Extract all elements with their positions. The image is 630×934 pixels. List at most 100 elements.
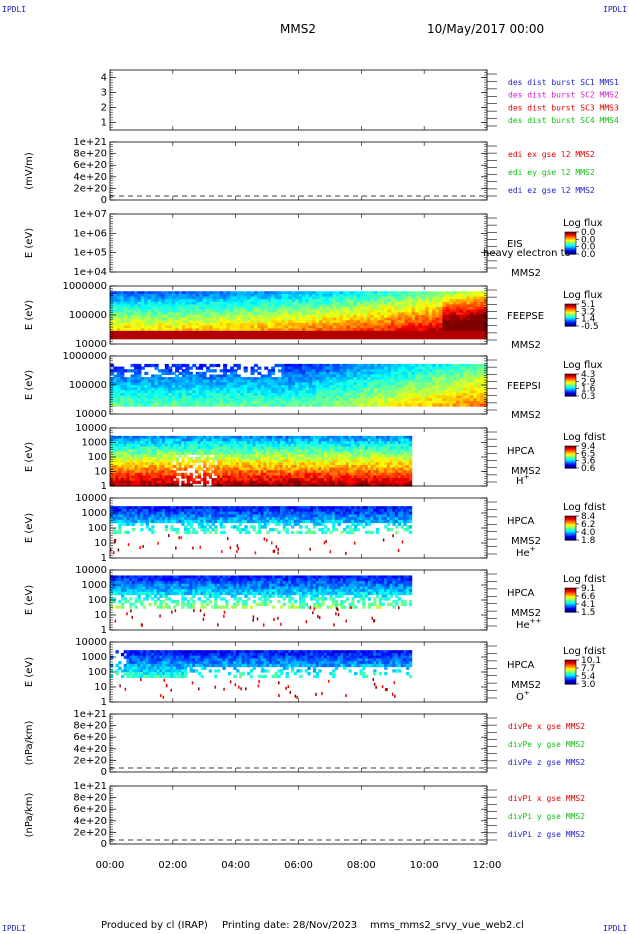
spectrogram-cell: [339, 382, 344, 386]
spectrogram-cell: [161, 382, 166, 386]
spectrogram-cell: [411, 322, 416, 327]
spectrogram-cell: [315, 387, 320, 391]
spectrogram-cell: [131, 470, 136, 474]
spectrogram-cell: [298, 403, 303, 407]
y-tick-label: 1e+05: [73, 248, 107, 259]
colorbar-segment: [565, 393, 576, 396]
spectrogram-cell: [476, 307, 481, 311]
spectrogram-cell: [452, 315, 457, 319]
spectrogram-cell: [469, 400, 474, 405]
spectrogram-cell: [308, 390, 313, 394]
spectrogram-cell: [480, 377, 485, 381]
spectrogram-cell: [281, 379, 286, 383]
spectrogram-cell: [456, 369, 461, 373]
spectrogram-cell: [476, 325, 481, 329]
spectrogram-cell: [175, 291, 180, 295]
spectrogram-cell: [113, 369, 118, 373]
spectrogram-cell: [118, 454, 122, 458]
spectrogram-cell: [153, 446, 158, 450]
spectrogram-cell: [291, 366, 296, 370]
spectrogram-cell: [216, 395, 221, 399]
spectrogram-cell: [463, 390, 468, 394]
spectrogram-cell: [288, 309, 293, 313]
spectrogram-cell: [298, 325, 303, 329]
spectrogram-cell: [233, 336, 238, 340]
spectrogram-cell: [411, 325, 416, 329]
spectrogram-cell: [205, 309, 210, 313]
spectrogram-cell: [203, 449, 207, 453]
spectrogram-cell: [162, 438, 166, 442]
spectrogram-cell: [463, 330, 468, 335]
spectrogram-cell: [411, 385, 416, 389]
spectrogram-cell: [418, 382, 423, 386]
corner-label-bottom-right: IPDLI: [603, 924, 628, 933]
spectrogram-cell: [363, 374, 368, 378]
spectrogram-cell: [387, 363, 392, 368]
spectrogram-cell: [370, 328, 375, 332]
spectrogram-cell: [363, 371, 368, 376]
spectrogram-cell: [133, 369, 139, 373]
spectrogram-cell: [442, 317, 447, 321]
spectrogram-cell: [227, 459, 232, 463]
spectrogram-cell: [428, 296, 433, 300]
spectrogram-cell: [129, 451, 133, 455]
spectrogram-cell: [144, 304, 149, 308]
spectrogram-cell: [415, 320, 420, 324]
spectrogram-cell: [391, 390, 396, 394]
spectrogram-cell: [195, 315, 200, 319]
spectrogram-cell: [167, 470, 171, 474]
spectrogram-cell: [480, 398, 485, 402]
spectrogram-cell: [391, 293, 396, 298]
spectrogram-cell: [284, 387, 289, 391]
spectrogram-cell: [439, 385, 444, 389]
spectrogram-cell: [154, 315, 159, 319]
spectrogram-cell: [233, 320, 238, 324]
spectrogram-cell: [168, 330, 173, 335]
spectrogram-cell: [175, 307, 180, 311]
spectrogram-cell: [291, 315, 296, 319]
spectrogram-cell: [281, 336, 286, 340]
spectrogram-cell: [295, 374, 300, 378]
spectrogram-cell: [449, 392, 454, 397]
spectrogram-cell: [271, 325, 276, 329]
spectrogram-cell: [120, 325, 125, 329]
spectrogram-cell: [120, 299, 125, 303]
spectrogram-cell: [130, 387, 135, 391]
spectrogram-cell: [288, 366, 293, 370]
spectrogram-cell: [456, 377, 461, 381]
spectrogram-cell: [332, 320, 337, 324]
spectrogram-cell: [456, 336, 461, 340]
spectrogram-cell: [127, 336, 132, 340]
spectrogram-cell: [435, 382, 440, 386]
spectrogram-cell: [219, 333, 224, 337]
spectrogram-cell: [133, 385, 139, 389]
spectrogram-cell: [319, 385, 324, 389]
spectrogram-cell: [428, 301, 433, 306]
spectrogram-cell: [123, 296, 128, 300]
spectrogram-cell: [377, 296, 382, 300]
spectrogram-cell: [339, 363, 344, 368]
spectrogram-cell: [298, 315, 303, 319]
spectrogram-cell: [415, 291, 420, 295]
spectrogram-cell: [325, 385, 330, 389]
spectrogram-cell: [384, 390, 389, 394]
legend-entry: des dist burst SC4 MMS4: [508, 116, 619, 125]
spectrogram-cell: [301, 390, 306, 394]
spectrogram-cell: [415, 395, 420, 399]
spectrogram-cell: [312, 336, 317, 340]
spectrogram-cell: [373, 395, 378, 399]
spectrogram-cell: [329, 309, 334, 313]
spectrogram-cell: [253, 309, 258, 313]
spectrogram-cell: [322, 371, 327, 376]
spectrogram-cell: [281, 312, 286, 316]
spectrogram-cell: [264, 379, 269, 383]
spectrogram-cell: [377, 392, 382, 397]
spectrogram-cell: [449, 299, 454, 303]
spectrogram-cell: [456, 398, 461, 402]
spectrogram-cell: [110, 454, 114, 458]
colorbar-segment: [565, 251, 576, 254]
spectrogram-cell: [308, 387, 313, 391]
spectrogram-cell: [301, 385, 306, 389]
spectrogram-cell: [250, 395, 255, 399]
spectrogram-cell: [120, 333, 125, 337]
